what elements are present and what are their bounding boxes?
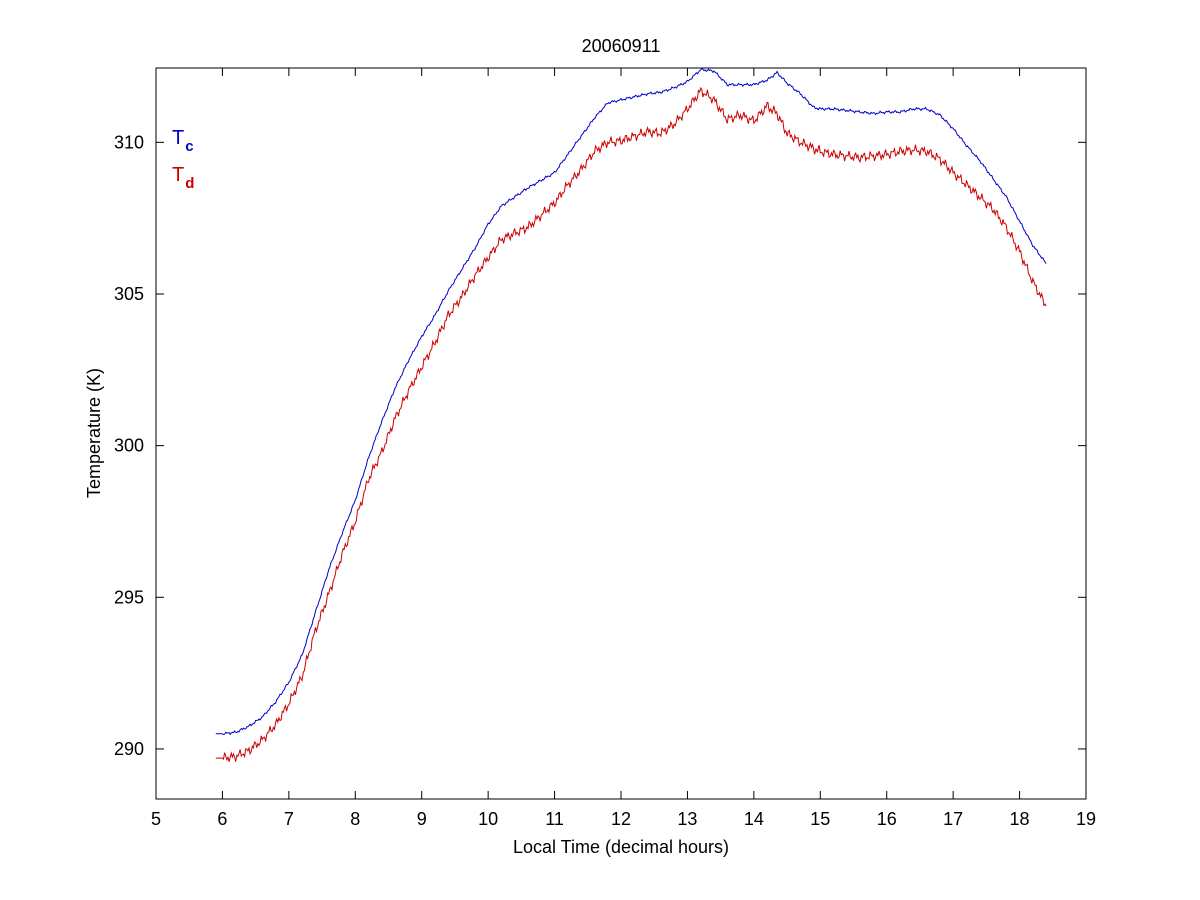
legend-entry-main: T — [172, 164, 184, 186]
y-axis-label: Temperature (K) — [84, 368, 104, 498]
x-axis-label: Local Time (decimal hours) — [513, 837, 729, 857]
x-tick-label: 13 — [677, 809, 697, 829]
series-layer — [215, 67, 1047, 762]
legend-entry-td: Td — [172, 164, 194, 192]
y-tick-label: 305 — [114, 284, 144, 304]
legend-entry-subscript: c — [185, 138, 193, 155]
x-tick-label: 9 — [417, 809, 427, 829]
x-tick-label: 5 — [151, 809, 161, 829]
legend-entry-tc: Tc — [172, 127, 194, 155]
x-tick-label: 7 — [284, 809, 294, 829]
x-tick-label: 14 — [744, 809, 764, 829]
x-tick-label: 17 — [943, 809, 963, 829]
y-tick-label: 290 — [114, 739, 144, 759]
x-tick-label: 12 — [611, 809, 631, 829]
x-tick-label: 18 — [1010, 809, 1030, 829]
legend-entry-subscript: d — [185, 175, 194, 192]
axis-ticks: 5 6 7 8 9 10 11 12 13 14 15 16 17 18 19 290 295 300 305 310 — [114, 68, 1096, 829]
x-tick-label: 16 — [877, 809, 897, 829]
series-line-td — [215, 86, 1047, 762]
x-tick-label: 6 — [217, 809, 227, 829]
x-tick-label: 8 — [350, 809, 360, 829]
x-tick-label: 15 — [810, 809, 830, 829]
y-tick-label: 295 — [114, 587, 144, 607]
x-tick-label: 10 — [478, 809, 498, 829]
x-tick-label: 11 — [545, 809, 564, 829]
y-tick-label: 300 — [114, 436, 144, 456]
chart-title: 20060911 — [582, 36, 661, 56]
legend-entry-main: T — [172, 127, 184, 149]
plot-area — [155, 67, 1087, 800]
y-tick-label: 310 — [114, 132, 144, 152]
series-line-tc — [215, 67, 1047, 736]
x-tick-label: 19 — [1076, 809, 1096, 829]
